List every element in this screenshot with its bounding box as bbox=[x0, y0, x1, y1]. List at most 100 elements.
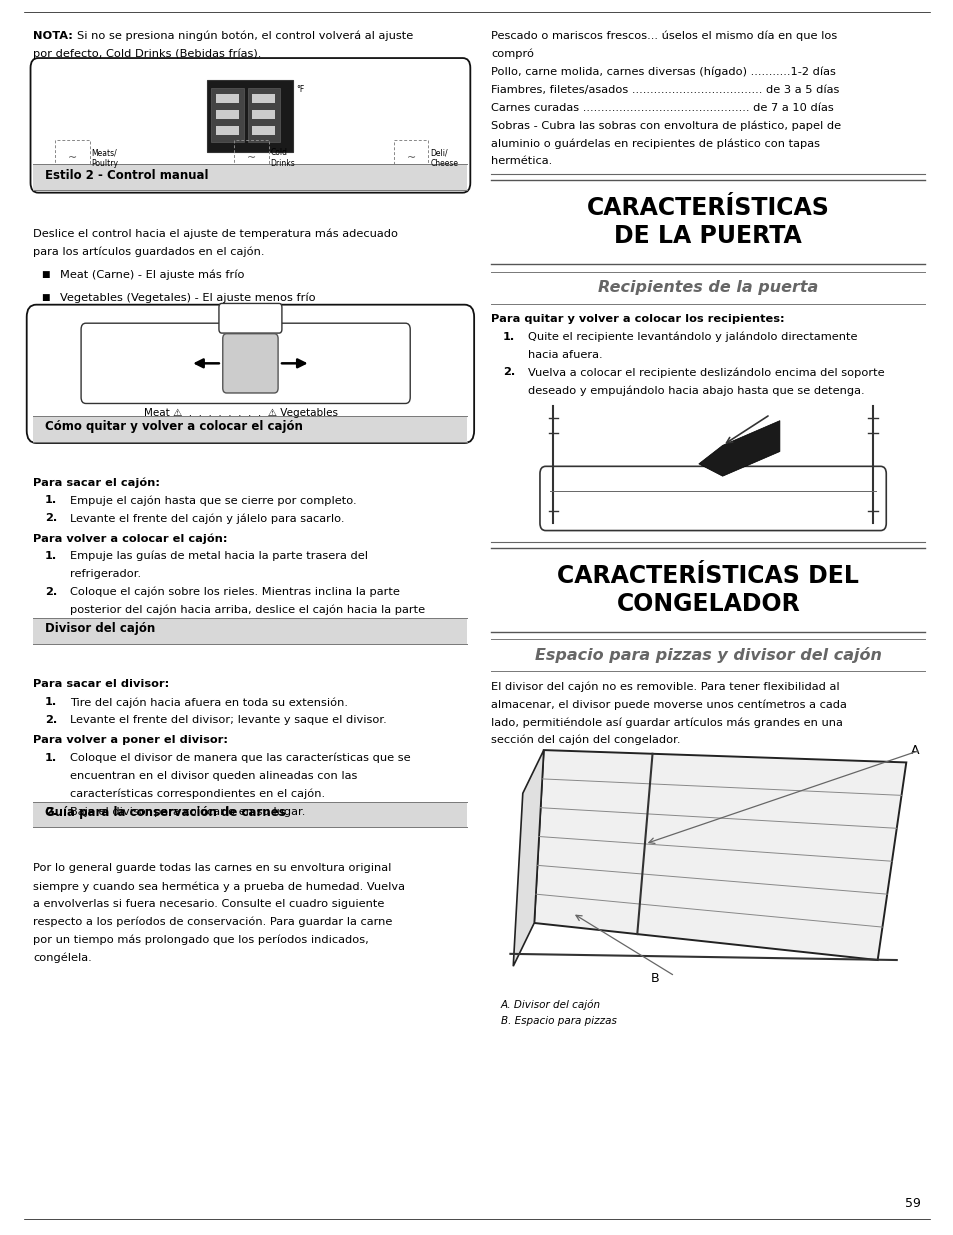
Text: por defecto, Cold Drinks (Bebidas frías).: por defecto, Cold Drinks (Bebidas frías)… bbox=[33, 49, 261, 59]
Text: Por lo general guarde todas las carnes en su envoltura original: Por lo general guarde todas las carnes e… bbox=[33, 863, 392, 873]
Text: Para volver a poner el divisor:: Para volver a poner el divisor: bbox=[33, 735, 228, 745]
Text: refrigerador.: refrigerador. bbox=[70, 569, 141, 579]
Text: Meats/
Poultry: Meats/ Poultry bbox=[91, 148, 118, 168]
Bar bbox=[252, 94, 274, 103]
Text: Para quitar y volver a colocar los recipientes:: Para quitar y volver a colocar los recip… bbox=[491, 314, 784, 324]
Text: 1.: 1. bbox=[45, 551, 57, 561]
FancyBboxPatch shape bbox=[212, 88, 244, 142]
Text: 1.: 1. bbox=[502, 331, 515, 342]
Text: Divisor del cajón: Divisor del cajón bbox=[45, 622, 155, 635]
FancyBboxPatch shape bbox=[27, 305, 474, 443]
Text: 59: 59 bbox=[903, 1197, 920, 1210]
Text: El divisor del cajón no es removible. Para tener flexibilidad al: El divisor del cajón no es removible. Pa… bbox=[491, 682, 839, 692]
Text: a envolverlas si fuera necesario. Consulte el cuadro siguiente: a envolverlas si fuera necesario. Consul… bbox=[33, 899, 384, 909]
Text: A: A bbox=[910, 743, 919, 757]
Text: 2.: 2. bbox=[45, 715, 57, 725]
Bar bbox=[252, 110, 274, 119]
Text: Meat (Carne) - El ajuste más frío: Meat (Carne) - El ajuste más frío bbox=[60, 269, 244, 280]
Text: Carnes curadas .............................................. de 7 a 10 días: Carnes curadas .........................… bbox=[491, 103, 833, 112]
Bar bbox=[33, 417, 467, 442]
FancyBboxPatch shape bbox=[222, 333, 278, 393]
Text: 2.: 2. bbox=[45, 806, 57, 816]
FancyBboxPatch shape bbox=[218, 304, 281, 333]
Text: Guía para la conservación de carnes: Guía para la conservación de carnes bbox=[45, 806, 285, 819]
Text: 2.: 2. bbox=[502, 367, 515, 378]
Text: 1.: 1. bbox=[45, 495, 57, 505]
Text: Quite el recipiente levantándolo y jalándolo directamente: Quite el recipiente levantándolo y jalán… bbox=[527, 331, 856, 342]
Text: Pollo, carne molida, carnes diversas (hígado) ...........1-2 días: Pollo, carne molida, carnes diversas (hí… bbox=[491, 67, 836, 78]
Text: Si no se presiona ningún botón, el control volverá al ajuste: Si no se presiona ningún botón, el contr… bbox=[77, 31, 413, 42]
Text: B: B bbox=[650, 972, 659, 986]
Text: 1.: 1. bbox=[45, 698, 57, 708]
Text: Espacio para pizzas y divisor del cajón: Espacio para pizzas y divisor del cajón bbox=[535, 647, 881, 663]
Text: Meat ⚠  .  .  .  .  .  .  .  .  ⚠ Vegetables: Meat ⚠ . . . . . . . . ⚠ Vegetables bbox=[144, 409, 337, 419]
Text: Coloque el divisor de manera que las características que se: Coloque el divisor de manera que las car… bbox=[70, 753, 410, 763]
Text: Deli/
Cheese: Deli/ Cheese bbox=[430, 148, 457, 168]
Text: Cómo quitar y volver a colocar el cajón: Cómo quitar y volver a colocar el cajón bbox=[45, 420, 302, 433]
Polygon shape bbox=[513, 750, 543, 966]
FancyBboxPatch shape bbox=[81, 324, 410, 404]
FancyBboxPatch shape bbox=[539, 467, 885, 531]
Polygon shape bbox=[534, 750, 905, 960]
Text: encuentran en el divisor queden alineadas con las: encuentran en el divisor queden alineada… bbox=[70, 771, 356, 781]
Text: Vegetables (Vegetales) - El ajuste menos frío: Vegetables (Vegetales) - El ajuste menos… bbox=[60, 293, 315, 304]
Text: respecto a los períodos de conservación. Para guardar la carne: respecto a los períodos de conservación.… bbox=[33, 916, 393, 927]
Text: Cold
Drinks: Cold Drinks bbox=[271, 148, 294, 168]
Text: Sobras - Cubra las sobras con envoltura de plástico, papel de: Sobras - Cubra las sobras con envoltura … bbox=[491, 120, 841, 131]
Text: deseado y empujándolo hacia abajo hasta que se detenga.: deseado y empujándolo hacia abajo hasta … bbox=[527, 385, 863, 396]
Text: °F: °F bbox=[295, 85, 304, 94]
FancyBboxPatch shape bbox=[248, 88, 280, 142]
Text: por un tiempo más prolongado que los períodos indicados,: por un tiempo más prolongado que los per… bbox=[33, 935, 369, 946]
Text: compró: compró bbox=[491, 49, 534, 59]
Text: aluminio o guárdelas en recipientes de plástico con tapas: aluminio o guárdelas en recipientes de p… bbox=[491, 138, 820, 149]
Text: para los artículos guardados en el cajón.: para los artículos guardados en el cajón… bbox=[33, 247, 265, 257]
Bar bbox=[33, 619, 467, 643]
Text: sección del cajón del congelador.: sección del cajón del congelador. bbox=[491, 735, 680, 746]
Text: Levante el frente del divisor; levante y saque el divisor.: Levante el frente del divisor; levante y… bbox=[70, 715, 386, 725]
Text: hermética.: hermética. bbox=[491, 156, 552, 167]
Bar bbox=[216, 94, 239, 103]
Text: posterior del refrigerador.: posterior del refrigerador. bbox=[70, 622, 216, 632]
Text: Para sacar el divisor:: Para sacar el divisor: bbox=[33, 679, 170, 689]
Text: lado, permitiéndole así guardar artículos más grandes en una: lado, permitiéndole así guardar artículo… bbox=[491, 718, 842, 727]
Text: siempre y cuando sea hermética y a prueba de humedad. Vuelva: siempre y cuando sea hermética y a prueb… bbox=[33, 882, 405, 892]
Text: Deslice el control hacia el ajuste de temperatura más adecuado: Deslice el control hacia el ajuste de te… bbox=[33, 228, 398, 240]
Text: ■: ■ bbox=[41, 293, 50, 301]
Text: ~: ~ bbox=[68, 153, 77, 163]
Text: A. Divisor del cajón: A. Divisor del cajón bbox=[500, 999, 600, 1010]
Text: ~: ~ bbox=[247, 153, 255, 163]
Text: 2.: 2. bbox=[45, 514, 57, 524]
Text: Empuje las guías de metal hacia la parte trasera del: Empuje las guías de metal hacia la parte… bbox=[70, 551, 367, 562]
Text: Pescado o mariscos frescos... úselos el mismo día en que los: Pescado o mariscos frescos... úselos el … bbox=[491, 31, 837, 42]
Text: Levante el frente del cajón y jálelo para sacarlo.: Levante el frente del cajón y jálelo par… bbox=[70, 514, 344, 524]
Text: NOTA:: NOTA: bbox=[33, 31, 73, 41]
Text: congélela.: congélela. bbox=[33, 953, 92, 963]
Text: almacenar, el divisor puede moverse unos centímetros a cada: almacenar, el divisor puede moverse unos… bbox=[491, 699, 846, 710]
Text: Baje el divisor para colocarlo en su lugar.: Baje el divisor para colocarlo en su lug… bbox=[70, 806, 305, 816]
Text: ~: ~ bbox=[406, 153, 416, 163]
Text: 2.: 2. bbox=[45, 587, 57, 597]
Text: Para sacar el cajón:: Para sacar el cajón: bbox=[33, 478, 160, 488]
Text: Estilo 2 - Control manual: Estilo 2 - Control manual bbox=[45, 169, 208, 182]
Text: características correspondientes en el cajón.: características correspondientes en el c… bbox=[70, 789, 324, 799]
Text: Recipientes de la puerta: Recipientes de la puerta bbox=[598, 280, 818, 295]
Text: CARACTERÍSTICAS DEL
CONGELADOR: CARACTERÍSTICAS DEL CONGELADOR bbox=[557, 564, 859, 616]
Bar bbox=[216, 110, 239, 119]
Text: 1.: 1. bbox=[45, 753, 57, 763]
Text: Tire del cajón hacia afuera en toda su extensión.: Tire del cajón hacia afuera en toda su e… bbox=[70, 698, 347, 708]
Text: Vuelva a colocar el recipiente deslizándolo encima del soporte: Vuelva a colocar el recipiente deslizánd… bbox=[527, 367, 883, 378]
Text: hacia afuera.: hacia afuera. bbox=[527, 350, 601, 359]
Text: Fiambres, filetes/asados .................................... de 3 a 5 días: Fiambres, filetes/asados ...............… bbox=[491, 84, 839, 95]
Bar bbox=[252, 126, 274, 135]
FancyBboxPatch shape bbox=[30, 58, 470, 193]
Text: ■: ■ bbox=[41, 269, 50, 279]
Bar bbox=[33, 165, 467, 190]
Text: Empuje el cajón hasta que se cierre por completo.: Empuje el cajón hasta que se cierre por … bbox=[70, 495, 355, 506]
Text: Coloque el cajón sobre los rieles. Mientras inclina la parte: Coloque el cajón sobre los rieles. Mient… bbox=[70, 587, 399, 598]
Text: B. Espacio para pizzas: B. Espacio para pizzas bbox=[500, 1015, 616, 1025]
Text: Para volver a colocar el cajón:: Para volver a colocar el cajón: bbox=[33, 534, 228, 543]
Bar bbox=[208, 80, 294, 152]
Bar bbox=[33, 803, 467, 827]
Text: posterior del cajón hacia arriba, deslice el cajón hacia la parte: posterior del cajón hacia arriba, deslic… bbox=[70, 605, 424, 615]
Polygon shape bbox=[698, 421, 780, 477]
